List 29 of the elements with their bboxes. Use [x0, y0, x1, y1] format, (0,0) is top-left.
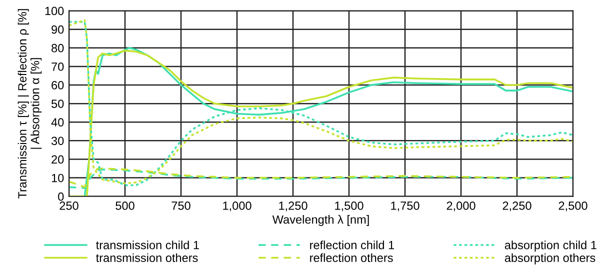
x-tick-label: 500: [116, 202, 134, 210]
y-tick-label: 80: [52, 44, 64, 52]
x-tick-label: 2,250: [502, 202, 532, 212]
legend-label: reflection others: [310, 253, 393, 262]
legend-label: transmission child 1: [96, 240, 199, 250]
x-tick-label: 2,000: [446, 202, 476, 212]
y-tick-label: 0: [58, 192, 64, 201]
legend-label: absorption others: [504, 253, 596, 264]
y-tick-label: 20: [52, 155, 64, 164]
y-tick-label: 50: [51, 100, 64, 108]
y-tick-label: 60: [52, 81, 64, 90]
x-tick-label: 1,250: [279, 202, 308, 212]
legend-label: transmission others: [96, 253, 198, 262]
y-tick-label: 40: [51, 118, 64, 127]
x-tick-label: 1,750: [391, 202, 420, 212]
y-tick-label: 100: [45, 6, 64, 16]
x-tick-label: 1,000: [223, 202, 252, 212]
x-axis-title: Wavelength λ [nm]: [272, 215, 369, 226]
y-axis-title: Transmission τ [%] | Reflection ρ [%] | Absorption α [%]: [18, 9, 42, 199]
legend-label: absorption child 1: [504, 240, 596, 252]
x-tick-label: 250: [60, 202, 78, 210]
legend-label: reflection child 1: [310, 240, 394, 250]
y-tick-label: 10: [52, 174, 64, 182]
y-tick-label: 30: [51, 136, 64, 146]
x-tick-label: 1,500: [335, 202, 364, 212]
y-tick-label: 70: [52, 62, 64, 71]
x-tick-label: 2,500: [558, 202, 588, 212]
y-tick-label: 90: [52, 25, 64, 34]
x-tick-label: 750: [172, 202, 190, 210]
